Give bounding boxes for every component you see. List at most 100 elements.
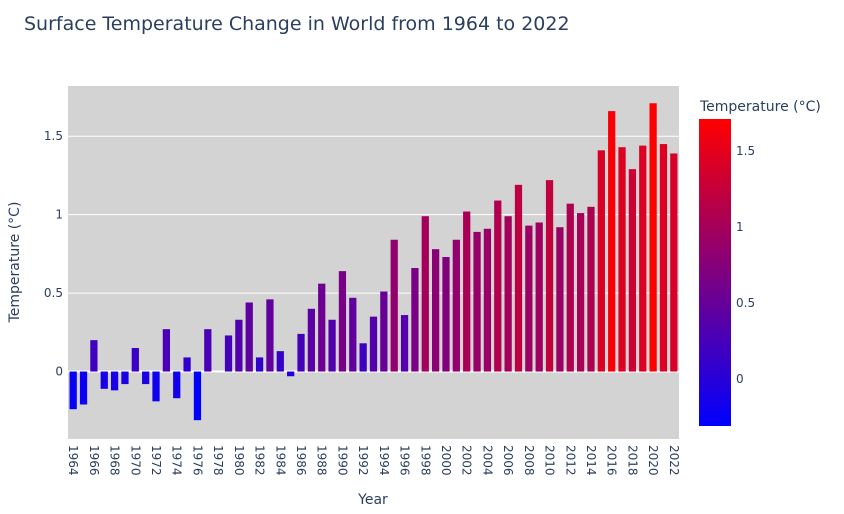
x-tick-label: 2010 bbox=[543, 445, 557, 476]
bar-1994 bbox=[380, 291, 388, 372]
bar-1997 bbox=[411, 267, 419, 372]
x-tick-label: 2012 bbox=[563, 445, 577, 476]
bar-2002 bbox=[463, 211, 471, 372]
bar-2005 bbox=[494, 200, 502, 372]
colorbar-title: Temperature (°C) bbox=[699, 99, 821, 115]
bar-1964 bbox=[69, 371, 77, 410]
x-axis-title: Year bbox=[357, 492, 388, 508]
x-tick-label: 1976 bbox=[190, 445, 204, 476]
bar-1973 bbox=[162, 329, 171, 372]
x-tick-label: 2004 bbox=[480, 445, 494, 476]
x-tick-label: 2000 bbox=[439, 445, 453, 476]
x-tick-label: 2002 bbox=[460, 445, 474, 476]
bar-2015 bbox=[597, 150, 605, 372]
colorbar-tick-label: 0.5 bbox=[736, 296, 755, 310]
y-tick-label: 0 bbox=[55, 365, 63, 379]
bar-2011 bbox=[556, 227, 564, 372]
bar-2014 bbox=[587, 206, 595, 372]
bar-1998 bbox=[421, 216, 429, 372]
bar-1995 bbox=[390, 239, 398, 372]
bar-2022 bbox=[670, 153, 678, 372]
bar-2001 bbox=[452, 239, 460, 372]
x-tick-label: 1996 bbox=[398, 445, 412, 476]
bar-1972 bbox=[152, 371, 160, 402]
bar-1975 bbox=[183, 357, 191, 372]
x-tick-label: 2006 bbox=[501, 445, 515, 476]
bar-1965 bbox=[79, 371, 88, 405]
y-axis-title: Temperature (°C) bbox=[7, 202, 23, 324]
bar-2006 bbox=[504, 216, 512, 372]
bar-1987 bbox=[307, 308, 315, 372]
bar-2016 bbox=[608, 111, 616, 372]
x-tick-label: 1994 bbox=[377, 445, 391, 476]
x-tick-labels: 1964 1966 1968 1970 1972 1974 1976 1978 1980 1982… bbox=[66, 445, 681, 476]
bar-1990 bbox=[338, 271, 347, 372]
x-tick-label: 2018 bbox=[625, 445, 639, 476]
bar-1999 bbox=[432, 249, 440, 372]
bar-2017 bbox=[618, 147, 626, 372]
bar-2018 bbox=[628, 169, 637, 372]
bar-1985 bbox=[287, 371, 295, 377]
x-tick-label: 2020 bbox=[646, 445, 660, 476]
x-tick-label: 1964 bbox=[66, 445, 80, 476]
bar-1981 bbox=[245, 302, 253, 372]
x-tick-label: 2016 bbox=[605, 445, 619, 476]
bar-2008 bbox=[525, 225, 533, 372]
bar-1989 bbox=[328, 319, 336, 372]
x-tick-label: 1988 bbox=[315, 445, 329, 476]
bar-2007 bbox=[514, 184, 523, 372]
bar-1967 bbox=[100, 371, 108, 389]
bar-1986 bbox=[297, 333, 305, 372]
x-tick-label: 1978 bbox=[211, 445, 225, 476]
bar-2021 bbox=[659, 144, 668, 372]
y-tick-label: 0.5 bbox=[44, 286, 63, 300]
y-tick-labels: 0 0.5 1 1.5 bbox=[44, 129, 63, 378]
y-tick-label: 1.5 bbox=[44, 129, 63, 143]
bar-1970 bbox=[131, 348, 139, 372]
bar-2009 bbox=[535, 222, 543, 372]
colorbar-tick-label: 0 bbox=[736, 372, 744, 386]
x-tick-label: 1974 bbox=[170, 445, 184, 476]
x-tick-label: 1998 bbox=[418, 445, 432, 476]
bar-1992 bbox=[359, 343, 367, 372]
bar-1993 bbox=[369, 316, 378, 372]
bar-1977 bbox=[204, 329, 212, 372]
x-tick-label: 2014 bbox=[584, 445, 598, 476]
bar-1966 bbox=[90, 340, 98, 372]
colorbar-tick-label: 1.5 bbox=[736, 144, 755, 158]
colorbar bbox=[699, 119, 731, 426]
x-tick-label: 1968 bbox=[108, 445, 122, 476]
colorbar-tick-labels: 0 0.5 1 1.5 bbox=[736, 144, 755, 386]
x-tick-label: 2008 bbox=[522, 445, 536, 476]
x-tick-label: 1984 bbox=[273, 445, 287, 476]
bar-1979 bbox=[224, 335, 233, 372]
bar-1976 bbox=[193, 371, 202, 421]
bar-1988 bbox=[318, 283, 326, 372]
bar-2012 bbox=[566, 203, 574, 372]
x-tick-label: 1966 bbox=[87, 445, 101, 476]
y-tick-label: 1 bbox=[55, 208, 63, 222]
x-tick-label: 1982 bbox=[253, 445, 267, 476]
colorbar-tick-label: 1 bbox=[736, 220, 744, 234]
bar-2013 bbox=[576, 213, 585, 372]
bar-2004 bbox=[483, 228, 492, 372]
bar-1996 bbox=[400, 315, 409, 372]
bar-1971 bbox=[142, 371, 150, 385]
x-tick-label: 1980 bbox=[232, 445, 246, 476]
bar-2003 bbox=[473, 231, 481, 372]
bar-1968 bbox=[110, 371, 119, 391]
x-tick-label: 1972 bbox=[149, 445, 163, 476]
chart-title: Surface Temperature Change in World from… bbox=[24, 13, 570, 35]
bar-1974 bbox=[173, 371, 181, 399]
bar-2000 bbox=[442, 257, 450, 372]
bar-2020 bbox=[649, 103, 657, 372]
x-tick-label: 1992 bbox=[356, 445, 370, 476]
bars bbox=[69, 103, 678, 421]
x-tick-label: 1986 bbox=[294, 445, 308, 476]
bar-1991 bbox=[349, 297, 357, 372]
bar-1969 bbox=[121, 371, 129, 385]
bar-2019 bbox=[639, 145, 647, 372]
bar-1983 bbox=[266, 299, 274, 372]
x-tick-label: 1970 bbox=[128, 445, 142, 476]
